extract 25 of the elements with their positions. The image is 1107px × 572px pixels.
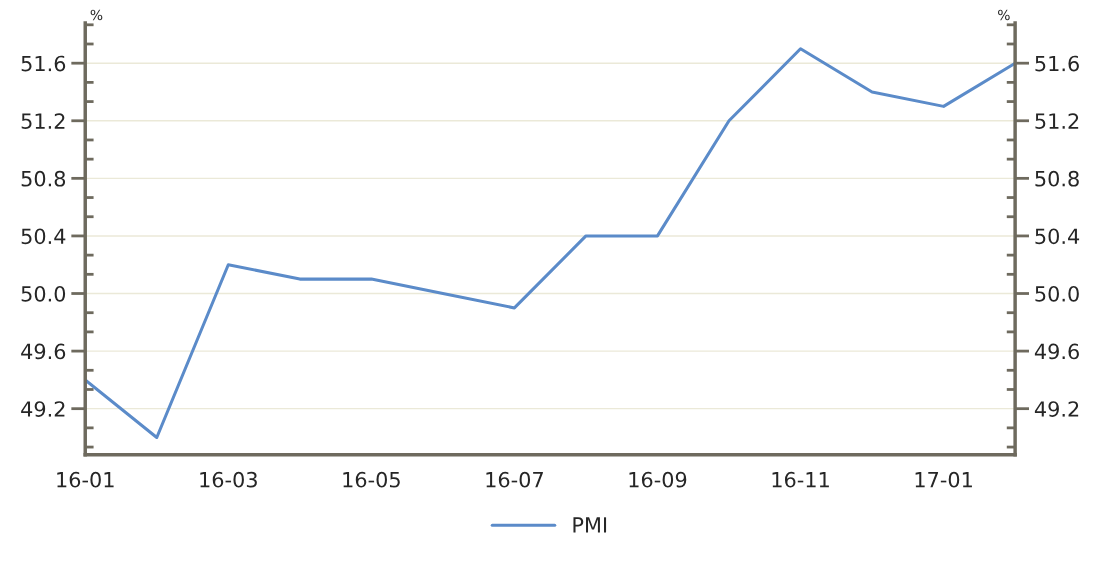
y2-tick-label: 51.2 [1035,113,1079,129]
y-tick-label: 50.8 [21,170,66,187]
y2-axis-title: % [998,9,1010,21]
y2-tick-label: 50.8 [1035,170,1079,187]
x-tick-label: 17-01 [915,471,972,488]
y-tick-label: 49.2 [21,401,65,417]
x-tick-label: 16-03 [200,471,257,488]
legend-label: PMI [573,517,607,533]
y-axis-title: % [90,9,103,21]
y-tick-label: 50.0 [21,285,66,302]
y-tick-label: 51.6 [21,55,66,72]
y2-tick-label: 50.4 [1035,228,1080,245]
y-tick-label: 51.2 [21,113,65,129]
x-tick-label: 16-07 [486,471,543,488]
x-tick-label: 16-01 [57,471,114,488]
x-tick-label: 16-09 [629,471,687,488]
y2-tick-label: 50.0 [1035,285,1079,302]
x-tick-label: 16-05 [343,471,400,488]
line-series [85,47,1016,439]
y2-tick-label: 49.2 [1034,401,1079,417]
x-tick-label: 16-11 [772,471,829,488]
y2-tick-label: 51.6 [1035,55,1079,72]
y-tick-label: 50.4 [21,228,66,245]
y-tick-label: 49.6 [21,343,66,360]
y2-tick-label: 49.6 [1034,343,1079,360]
